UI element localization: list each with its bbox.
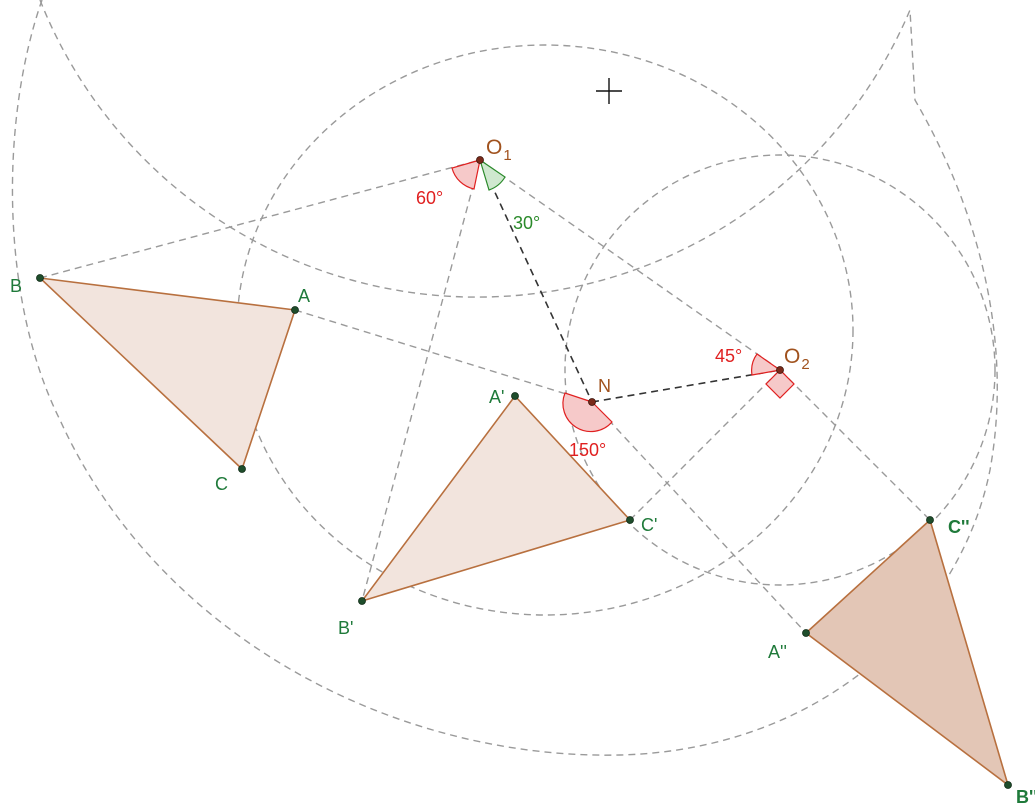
angle-label-o2-45: 45°: [715, 346, 742, 366]
point-o1[interactable]: [476, 156, 484, 164]
outer-circle-arc: [11, 0, 998, 756]
angle-label-o1-60: 60°: [416, 188, 443, 208]
triangle-aprime-bprime-cprime: [359, 394, 632, 603]
label-cdprime: C'': [948, 517, 970, 537]
point-cdprime[interactable]: [926, 516, 934, 524]
segment-o1-n: [479, 159, 593, 403]
label-bprime: B': [338, 618, 353, 638]
label-b: B: [10, 276, 22, 296]
line-o2-cdprime: [779, 369, 931, 521]
label-aprime: A': [489, 387, 504, 407]
line-o1-o2: [479, 159, 781, 371]
angle-marker-o1-red: [451, 159, 481, 190]
line-b-o1: [39, 159, 481, 279]
label-bdprime: B'': [1016, 787, 1035, 805]
circle-center-o1-large: [39, 0, 911, 298]
label-o2: O2: [784, 345, 810, 373]
point-cprime[interactable]: [626, 516, 634, 524]
point-n[interactable]: [588, 398, 596, 406]
angle-label-n-150: 150°: [569, 440, 606, 460]
angle-marker-o2-red: [751, 353, 782, 376]
point-bdprime[interactable]: [1004, 781, 1012, 789]
angle-marker-o1-green: [478, 158, 506, 191]
label-c: C: [215, 474, 228, 494]
point-o2[interactable]: [776, 366, 784, 374]
line-n-adprime: [591, 401, 807, 634]
circle-o1-middle: [236, 44, 854, 616]
line-o1-bprime: [361, 159, 481, 602]
segment-n-o2: [591, 369, 781, 403]
label-adprime: A'': [768, 642, 787, 662]
crosshair-icon: [596, 78, 622, 104]
point-b[interactable]: [36, 274, 44, 282]
circle-o2: [564, 154, 996, 586]
angle-label-o1-30: 30°: [513, 213, 540, 233]
triangle-adprime-bdprime-cdprime: [804, 518, 1010, 788]
right-angle-marker-o2: [765, 369, 795, 399]
point-aprime[interactable]: [511, 392, 519, 400]
point-a[interactable]: [291, 306, 299, 314]
label-cprime: C': [641, 515, 657, 535]
label-a: A: [298, 286, 310, 306]
line-a-n: [294, 309, 593, 403]
angle-marker-n-red: [562, 392, 613, 433]
point-c[interactable]: [238, 465, 246, 473]
point-bprime[interactable]: [358, 597, 366, 605]
label-n: N: [598, 376, 611, 396]
triangle-abc: [37, 276, 297, 471]
point-adprime[interactable]: [802, 629, 810, 637]
label-o1: O1: [486, 136, 512, 164]
